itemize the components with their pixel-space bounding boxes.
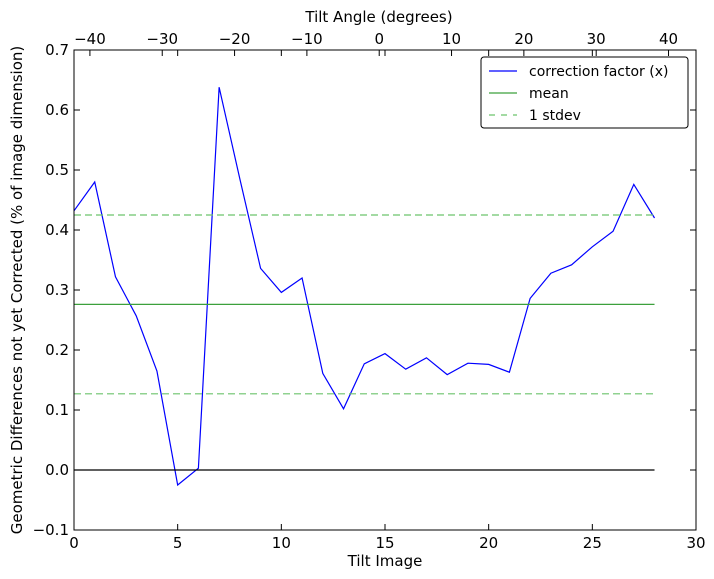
- legend-label: correction factor (x): [529, 64, 668, 80]
- top-x-tick-label: −30: [146, 30, 178, 48]
- top-axis-title: Tilt Angle (degrees): [304, 8, 452, 26]
- top-x-tick-label: −20: [219, 30, 251, 48]
- legend-label: mean: [529, 86, 569, 102]
- top-x-tick-label: −10: [291, 30, 323, 48]
- top-x-tick-label: 10: [442, 30, 461, 48]
- top-x-tick-label: 20: [514, 30, 533, 48]
- y-tick-label: 0.6: [45, 101, 69, 119]
- x-tick-label: 0: [69, 534, 79, 552]
- y-tick-label: 0.3: [45, 281, 69, 299]
- legend-label: 1 stdev: [529, 108, 581, 124]
- y-tick-label: 0.5: [45, 161, 69, 179]
- series-line-0: [73, 87, 656, 487]
- x-tick-label: 25: [583, 534, 602, 552]
- y-tick-label: 0.1: [45, 401, 69, 419]
- top-x-tick-label: 30: [587, 30, 606, 48]
- y-tick-label: −0.1: [33, 521, 69, 539]
- x-axis-title: Tilt Image: [347, 552, 423, 570]
- top-x-tick-label: 0: [374, 30, 384, 48]
- x-tick-label: 5: [173, 534, 183, 552]
- y-tick-label: 0.7: [45, 41, 69, 59]
- plot-background: [74, 50, 696, 530]
- y-tick-label: 0.0: [45, 461, 69, 479]
- x-tick-label: 20: [479, 534, 498, 552]
- top-x-tick-label: −40: [74, 30, 106, 48]
- y-axis-title: Geometric Differences not yet Corrected …: [8, 46, 26, 535]
- y-tick-label: 0.2: [45, 341, 69, 359]
- x-tick-label: 30: [686, 534, 705, 552]
- legend-box: [480, 56, 689, 129]
- x-tick-label: 15: [375, 534, 394, 552]
- top-x-tick-label: 40: [659, 30, 678, 48]
- y-tick-label: 0.4: [45, 221, 69, 239]
- x-tick-label: 10: [272, 534, 291, 552]
